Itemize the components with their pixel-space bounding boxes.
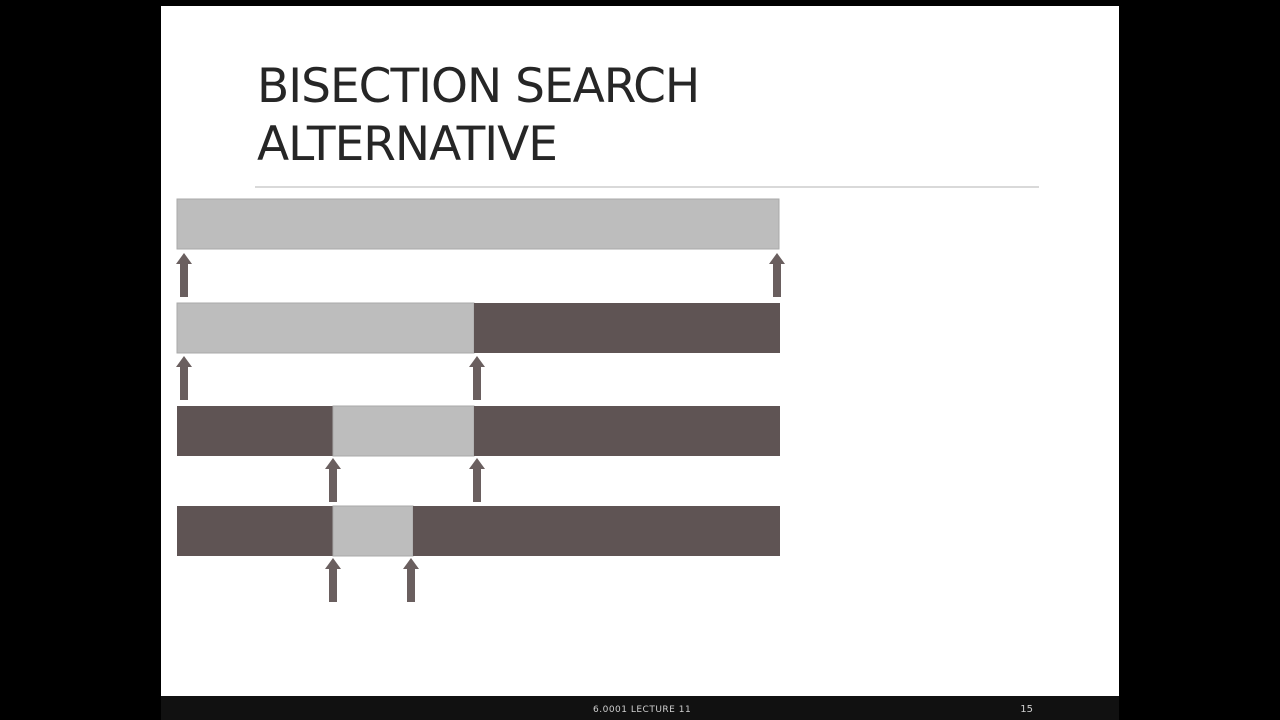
- row-3-low-pointer: [325, 458, 341, 502]
- row-1: [176, 198, 785, 297]
- row-3-high-pointer: [469, 458, 485, 502]
- row-4-high-pointer: [403, 558, 419, 602]
- row-3-eliminated-left: [177, 406, 333, 456]
- slide-footer: 6.0001 LECTURE 11 15: [161, 696, 1119, 720]
- row-3-eliminated-right: [474, 406, 780, 456]
- footer-page-number: 15: [1020, 704, 1033, 715]
- row-3: [177, 405, 780, 502]
- title-line-2: ALTERNATIVE: [257, 117, 558, 172]
- slide-title: BISECTION SEARCH ALTERNATIVE: [257, 58, 1017, 174]
- row-3-active-segment: [332, 405, 475, 457]
- title-line-1: BISECTION SEARCH: [257, 59, 700, 114]
- row-4-eliminated-right: [413, 506, 780, 556]
- row-2-eliminated-right: [474, 303, 780, 353]
- row-2-low-pointer: [176, 356, 192, 400]
- row-1-high-pointer: [769, 253, 785, 297]
- row-4-active-segment: [332, 505, 414, 557]
- row-2-active-segment: [176, 302, 475, 354]
- row-2-high-pointer: [469, 356, 485, 400]
- row-1-low-pointer: [176, 253, 192, 297]
- row-4-eliminated-left: [177, 506, 333, 556]
- row-4: [177, 505, 780, 602]
- row-4-low-pointer: [325, 558, 341, 602]
- title-divider: [255, 186, 1039, 188]
- footer-lecture-label: 6.0001 LECTURE 11: [593, 705, 692, 715]
- row-1-active-segment: [176, 198, 780, 250]
- row-2: [176, 302, 780, 400]
